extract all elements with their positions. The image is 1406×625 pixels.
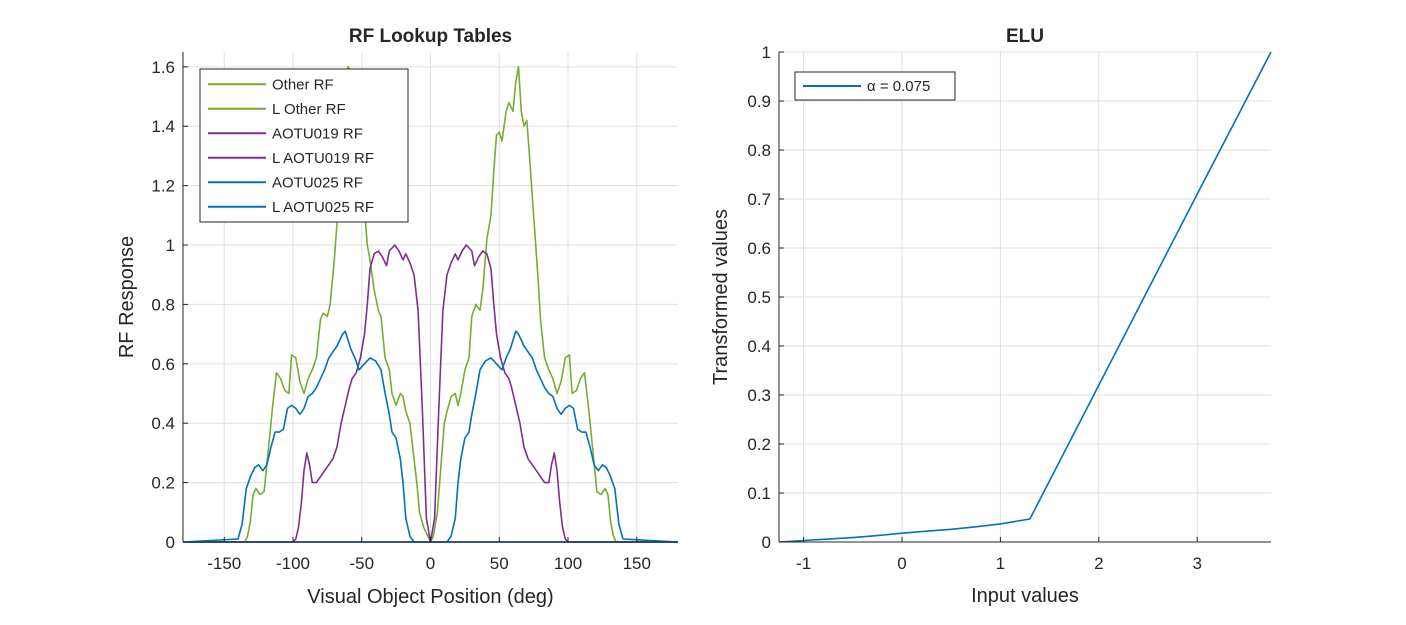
- x-tick-label: 0: [426, 554, 435, 573]
- legend-box: [199, 68, 409, 223]
- x-tick-label: -100: [276, 554, 310, 573]
- y-tick-label: 1.6: [151, 58, 175, 77]
- left-x-axis-label: Visual Object Position (deg): [307, 586, 553, 608]
- x-tick-label: 50: [490, 554, 509, 573]
- series-line-6: [182, 330, 678, 543]
- chart-rf-lookup-tables: -150 -100 -50 0 50 100 150 0 0.2 0.4 0.6 0.8 1 1.2 1.4…: [116, 26, 679, 608]
- left-axes: -150 -100 -50 0 50 100 150 0 0.2 0.4 0.6 0.8 1 1.2 1.4…: [151, 52, 678, 573]
- series-line-1: [778, 51, 1272, 543]
- x-tick-label: -50: [349, 554, 374, 573]
- x-tick-label: 3: [1192, 554, 1201, 573]
- left-series: [182, 66, 679, 543]
- right-y-axis-label: Transformed values: [710, 209, 732, 385]
- y-tick-label: 0.5: [747, 288, 771, 307]
- y-tick-label: 1: [166, 236, 175, 255]
- x-tick-label: 2: [1094, 554, 1103, 573]
- x-tick-label: 100: [554, 554, 582, 573]
- y-tick-label: 0.6: [747, 239, 771, 258]
- series-line-3: [183, 244, 678, 543]
- legend-entry-label: L Other RF: [272, 101, 346, 118]
- y-tick-label: 0.6: [151, 355, 175, 374]
- right-series: [778, 51, 1272, 543]
- y-tick-label: 0.1: [747, 484, 771, 503]
- legend-entry-label: Other RF: [272, 76, 334, 93]
- y-tick-label: 0.9: [747, 92, 771, 111]
- y-tick-label: 1.4: [151, 117, 175, 136]
- right-x-axis-label: Input values: [971, 585, 1079, 607]
- left-chart-title: RF Lookup Tables: [349, 26, 512, 47]
- series-line-4: [183, 244, 678, 543]
- legend-entry-label: α = 0.075: [867, 78, 930, 95]
- y-tick-label: 0.7: [747, 190, 771, 209]
- x-tick-label: 0: [897, 554, 906, 573]
- legend-entry-label: L AOTU025 RF: [272, 199, 374, 216]
- y-tick-label: 1.2: [151, 177, 175, 196]
- y-tick-label: 0: [762, 533, 771, 552]
- right-chart-title: ELU: [1006, 26, 1044, 47]
- x-tick-label: 1: [996, 554, 1005, 573]
- y-tick-label: 0.8: [151, 295, 175, 314]
- y-tick-label: 0.2: [151, 474, 175, 493]
- y-tick-label: 0.8: [747, 141, 771, 160]
- y-tick-label: 1: [762, 43, 771, 62]
- y-tick-label: 0.2: [747, 435, 771, 454]
- y-tick-label: 0.4: [151, 414, 175, 433]
- legend-entry-label: AOTU025 RF: [272, 174, 363, 191]
- x-tick-label: 150: [623, 554, 651, 573]
- x-tick-label: -1: [796, 554, 811, 573]
- series-line-1: [429, 66, 678, 543]
- series-line-5: [183, 330, 679, 543]
- legend-entry-label: L AOTU019 RF: [272, 150, 374, 167]
- y-tick-label: 0: [166, 533, 175, 552]
- legend-entry-label: AOTU019 RF: [272, 125, 363, 142]
- right-legend: α = 0.075: [794, 71, 956, 101]
- right-axes: -1 0 1 2 3 0 0.1 0.2 0.3 0.4 0.5 0.6 0.7 0.8 0.9 1: [747, 43, 1271, 573]
- left-legend: Other RF L Other RF AOTU019 RF L AOTU019 RF…: [199, 68, 409, 223]
- left-y-axis-label: RF Response: [116, 236, 138, 358]
- x-tick-label: -150: [207, 554, 241, 573]
- y-tick-label: 0.4: [747, 337, 771, 356]
- y-tick-label: 0.3: [747, 386, 771, 405]
- chart-elu: -1 0 1 2 300.10.20.30.40.50.60.70.80.91 ELU …: [710, 26, 1272, 607]
